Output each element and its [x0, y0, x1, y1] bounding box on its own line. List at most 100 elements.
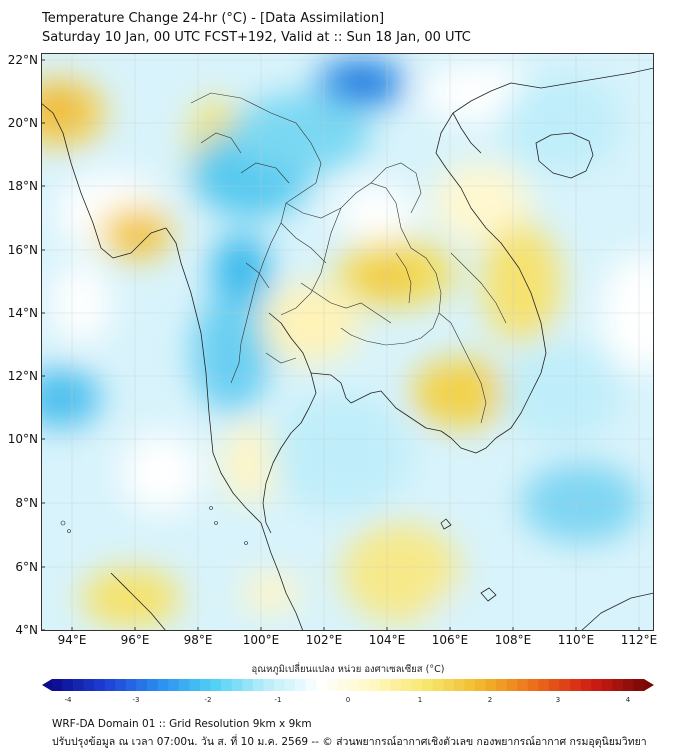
y-tick-label: 12°N: [8, 369, 38, 383]
footer-model-info: WRF-DA Domain 01 :: Grid Resolution 9km …: [52, 718, 312, 730]
y-tick-label: 14°N: [8, 306, 38, 320]
colorbar-cell: [274, 679, 285, 691]
colorbar-label: อุณหภูมิเปลี่ยนแปลง หน่วย องศาเซลเซียส (…: [252, 662, 445, 675]
colorbar-cell: [464, 679, 476, 691]
colorbar-cell: [284, 679, 296, 691]
footer-credit: ปรับปรุงข้อมูล ณ เวลา 07:00น. วัน ส. ที่…: [52, 736, 647, 748]
x-tick-label: 104°E: [369, 633, 406, 647]
x-tick-label: 96°E: [121, 633, 150, 647]
colorbar-cell: [337, 679, 349, 691]
colorbar-cell: [126, 679, 137, 691]
x-tick-label: 110°E: [558, 633, 595, 647]
colorbar: อุณหภูมิเปลี่ยนแปลง หน่วย องศาเซลเซียส (…: [42, 662, 654, 704]
colorbar-tick: -1: [275, 696, 282, 704]
colorbar-cell: [633, 679, 645, 691]
colorbar-tick: -4: [65, 696, 73, 704]
colorbar-tick: 2: [488, 696, 492, 704]
temperature-change-map: [41, 53, 654, 631]
colorbar-cell: [358, 679, 370, 691]
colorbar-cell: [422, 679, 433, 691]
colorbar-cell: [210, 679, 222, 691]
colorbar-cell: [369, 679, 381, 691]
graticule: [41, 53, 654, 631]
colorbar-cell: [443, 679, 455, 691]
map-frame: [41, 53, 654, 631]
colorbar-cell: [348, 679, 359, 691]
x-tick-label: 108°E: [495, 633, 532, 647]
colorbar-cell: [221, 679, 233, 691]
colorbar-cell: [295, 679, 307, 691]
colorbar-tick: -3: [133, 696, 140, 704]
x-tick-label: 112°E: [621, 633, 658, 647]
islands: [60, 506, 248, 545]
colorbar-cell: [580, 679, 592, 691]
colorbar-cell: [316, 679, 328, 691]
colorbar-cell: [379, 679, 391, 691]
y-tick-label: 6°N: [15, 560, 38, 574]
coastlines: [41, 67, 654, 631]
y-tick-label: 8°N: [15, 496, 38, 510]
colorbar-cell: [453, 679, 465, 691]
colorbar-cell: [474, 679, 486, 691]
colorbar-cell: [305, 679, 317, 691]
colorbar-tick: 4: [626, 696, 631, 704]
colorbar-cell: [52, 679, 63, 691]
colorbar-cell: [612, 679, 624, 691]
colorbar-cell: [591, 679, 603, 691]
colorbar-cell: [496, 679, 507, 691]
colorbar-cell: [506, 679, 518, 691]
colorbar-cell: [231, 679, 243, 691]
colorbar-tick: 1: [418, 696, 422, 704]
colorbar-tick: -2: [205, 696, 212, 704]
colorbar-min-arrow: [42, 679, 52, 691]
colorbar-cell: [601, 679, 613, 691]
colorbar-cell: [83, 679, 95, 691]
colorbar-cell: [115, 679, 127, 691]
x-tick-label: 94°E: [58, 633, 87, 647]
colorbar-cell: [252, 679, 264, 691]
colorbar-cells: [52, 679, 645, 691]
colorbar-cell: [136, 679, 148, 691]
colorbar-cell: [400, 679, 412, 691]
y-tick-label: 22°N: [8, 53, 38, 67]
y-tick-label: 18°N: [8, 179, 38, 193]
y-tick-label: 4°N: [15, 623, 38, 637]
colorbar-cell: [263, 679, 275, 691]
map-subtitle: Saturday 10 Jan, 00 UTC FCST+192, Valid …: [42, 30, 471, 45]
colorbar-cell: [200, 679, 211, 691]
colorbar-cell: [390, 679, 402, 691]
colorbar-cell: [178, 679, 190, 691]
colorbar-cell: [527, 679, 539, 691]
colorbar-cell: [189, 679, 201, 691]
colorbar-cell: [559, 679, 571, 691]
tick-marks: [41, 59, 640, 631]
colorbar-cell: [622, 679, 634, 691]
colorbar-cell: [570, 679, 581, 691]
colorbar-cell: [94, 679, 106, 691]
colorbar-tick: 3: [556, 696, 560, 704]
colorbar-tick: 0: [346, 696, 350, 704]
x-tick-label: 98°E: [184, 633, 213, 647]
x-tick-label: 106°E: [432, 633, 469, 647]
colorbar-cell: [411, 679, 423, 691]
colorbar-cell: [326, 679, 338, 691]
colorbar-cell: [147, 679, 159, 691]
x-tick-label: 100°E: [243, 633, 280, 647]
admin-borders: [190, 92, 507, 424]
x-tick-label: 102°E: [306, 633, 343, 647]
y-tick-label: 20°N: [8, 116, 38, 130]
y-tick-label: 16°N: [8, 243, 38, 257]
colorbar-cell: [104, 679, 116, 691]
colorbar-max-arrow: [644, 679, 654, 691]
colorbar-cell: [62, 679, 74, 691]
colorbar-cell: [168, 679, 180, 691]
colorbar-cell: [432, 679, 444, 691]
colorbar-cell: [73, 679, 85, 691]
map-title: Temperature Change 24-hr (°C) - [Data As…: [42, 11, 385, 26]
colorbar-cell: [548, 679, 560, 691]
colorbar-cell: [242, 679, 254, 691]
colorbar-cell: [517, 679, 529, 691]
colorbar-cell: [157, 679, 169, 691]
colorbar-cell: [538, 679, 550, 691]
colorbar-cell: [485, 679, 497, 691]
